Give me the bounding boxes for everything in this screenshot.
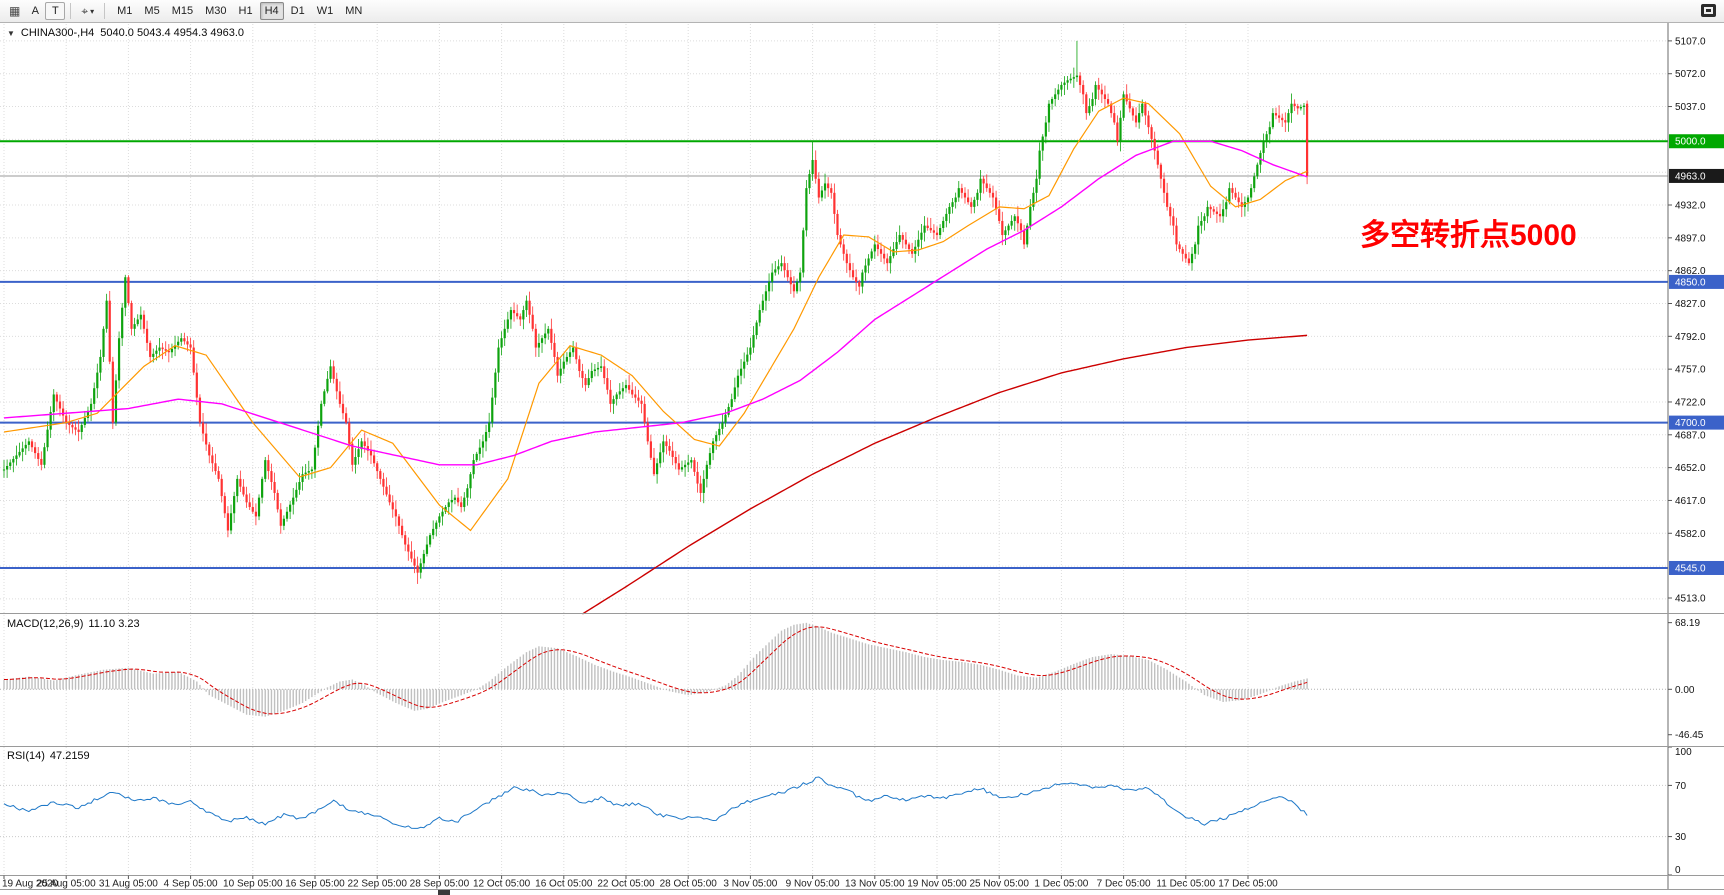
svg-text:31 Aug 05:00: 31 Aug 05:00 <box>99 879 158 890</box>
grid-icon: ▦ <box>9 4 21 18</box>
timeframe-h1-button[interactable]: H1 <box>238 5 253 17</box>
price-axis[interactable]: 5107.0 5072.0 5037.0 4932.0 4897.0 4862.0 4827… <box>1667 23 1724 889</box>
timeframe-m5-button[interactable]: M5 <box>144 5 160 17</box>
svg-text:100: 100 <box>1675 747 1692 758</box>
rsi-label: RSI(14) 47.2159 <box>7 750 90 762</box>
svg-text:4963.0: 4963.0 <box>1675 171 1706 182</box>
chart-list-button[interactable]: ▦ <box>4 2 25 20</box>
svg-text:-46.45: -46.45 <box>1675 730 1704 741</box>
chevron-down-icon: ▾ <box>90 6 95 16</box>
svg-text:3 Nov 05:00: 3 Nov 05:00 <box>723 879 777 890</box>
svg-text:25 Aug 05:00: 25 Aug 05:00 <box>37 879 96 890</box>
timeframe-h4-button[interactable]: H4 <box>259 2 284 20</box>
svg-text:30: 30 <box>1675 832 1687 843</box>
svg-text:16 Oct 05:00: 16 Oct 05:00 <box>535 879 593 890</box>
svg-text:4545.0: 4545.0 <box>1675 563 1706 574</box>
toolbar-separator <box>104 3 106 19</box>
horizontal-level-lines[interactable] <box>0 140 1668 569</box>
macd-panel <box>0 622 1668 717</box>
crosshair-icon: ⌖ <box>81 4 89 18</box>
svg-text:4862.0: 4862.0 <box>1675 266 1706 277</box>
macd-title: MACD(12,26,9) <box>7 618 84 630</box>
timeframe-m1-button[interactable]: M1 <box>117 5 133 17</box>
svg-text:13 Nov 05:00: 13 Nov 05:00 <box>845 879 905 890</box>
text-box-tool-button[interactable]: T <box>45 2 66 20</box>
price-badges: 5000.0 4963.0 4850.0 4700.0 4545.0 <box>1669 134 1724 575</box>
svg-text:28 Sep 05:00: 28 Sep 05:00 <box>410 879 470 890</box>
svg-text:5107.0: 5107.0 <box>1675 36 1706 47</box>
macd-label: MACD(12,26,9) 11.10 3.23 <box>7 618 140 630</box>
svg-text:4700.0: 4700.0 <box>1675 418 1706 429</box>
svg-text:28 Oct 05:00: 28 Oct 05:00 <box>660 879 718 890</box>
svg-text:12 Oct 05:00: 12 Oct 05:00 <box>473 879 531 890</box>
svg-text:5000.0: 5000.0 <box>1675 137 1706 148</box>
macd-values: 11.10 3.23 <box>88 618 140 630</box>
svg-text:19 Aug 2020: 19 Aug 2020 <box>2 879 59 890</box>
svg-text:68.19: 68.19 <box>1675 618 1700 629</box>
rsi-panel <box>0 776 1668 838</box>
svg-text:9 Nov 05:00: 9 Nov 05:00 <box>786 879 840 890</box>
svg-text:4850.0: 4850.0 <box>1675 277 1706 288</box>
window-restore-inner <box>1704 7 1713 14</box>
toolbar-separator <box>70 3 72 19</box>
svg-text:4687.0: 4687.0 <box>1675 430 1706 441</box>
svg-text:4757.0: 4757.0 <box>1675 365 1706 376</box>
svg-text:11 Dec 05:00: 11 Dec 05:00 <box>1156 879 1215 890</box>
svg-text:4617.0: 4617.0 <box>1675 496 1706 507</box>
timeframe-m15-button[interactable]: M15 <box>171 5 194 17</box>
svg-text:22 Sep 05:00: 22 Sep 05:00 <box>347 879 407 890</box>
timeframe-mn-button[interactable]: MN <box>345 5 363 17</box>
svg-text:4932.0: 4932.0 <box>1675 201 1706 212</box>
svg-text:17 Dec 05:00: 17 Dec 05:00 <box>1218 879 1278 890</box>
timeframe-m30-button[interactable]: M30 <box>205 5 227 17</box>
ma-line-fast <box>3 97 1308 532</box>
svg-text:25 Nov 05:00: 25 Nov 05:00 <box>969 879 1029 890</box>
timeframe-toolbar: M1 M5 M15 M30 H1 H4 D1 W1 MN <box>112 2 367 20</box>
cursor-tool-button[interactable]: ⌖ ▾ <box>76 2 99 20</box>
rsi-value: 47.2159 <box>49 750 90 762</box>
svg-text:4722.0: 4722.0 <box>1675 397 1706 408</box>
ma-line-medium <box>3 140 1308 466</box>
svg-text:16 Sep 05:00: 16 Sep 05:00 <box>285 879 345 890</box>
svg-text:4897.0: 4897.0 <box>1675 233 1706 244</box>
svg-text:7 Dec 05:00: 7 Dec 05:00 <box>1097 879 1151 890</box>
svg-text:5037.0: 5037.0 <box>1675 102 1706 113</box>
panel-separators <box>0 613 1724 890</box>
svg-text:22 Oct 05:00: 22 Oct 05:00 <box>597 879 655 890</box>
svg-text:70: 70 <box>1675 781 1687 792</box>
svg-text:4 Sep 05:00: 4 Sep 05:00 <box>164 879 218 890</box>
symbol-dropdown-icon[interactable]: ▼ <box>7 28 15 38</box>
svg-text:0: 0 <box>1675 865 1681 876</box>
svg-text:4582.0: 4582.0 <box>1675 529 1706 540</box>
candles <box>2 40 1309 584</box>
toolbar: ▦ A T ⌖ ▾ M1 M5 M15 M30 H1 H4 D1 W1 MN <box>0 0 1724 23</box>
svg-text:1 Dec 05:00: 1 Dec 05:00 <box>1034 879 1088 890</box>
rsi-title: RSI(14) <box>7 750 45 762</box>
ma-line-slow <box>582 334 1308 615</box>
svg-text:4792.0: 4792.0 <box>1675 332 1706 343</box>
ohlc-values: 5040.0 5043.4 4954.3 4963.0 <box>100 27 245 39</box>
timeframe-d1-button[interactable]: D1 <box>290 5 305 17</box>
svg-text:4513.0: 4513.0 <box>1675 593 1706 604</box>
svg-text:5072.0: 5072.0 <box>1675 69 1706 80</box>
grid-lines <box>0 24 1668 875</box>
svg-text:19 Nov 05:00: 19 Nov 05:00 <box>907 879 967 890</box>
text-label-tool-button[interactable]: A <box>31 5 40 17</box>
svg-text:0.00: 0.00 <box>1675 685 1695 696</box>
symbol-label: CHINA300-,H4 <box>20 27 95 39</box>
svg-text:10 Sep 05:00: 10 Sep 05:00 <box>223 879 283 890</box>
horizontal-scrollbar[interactable] <box>0 890 1724 895</box>
timeframe-w1-button[interactable]: W1 <box>316 5 334 17</box>
chart-title: ▼ CHINA300-,H4 5040.0 5043.4 4954.3 4963… <box>7 27 244 39</box>
chart-annotation-text[interactable]: 多空转折点5000 <box>1360 219 1577 252</box>
svg-text:4827.0: 4827.0 <box>1675 299 1706 310</box>
window-restore-icon[interactable] <box>1701 4 1716 17</box>
svg-text:4652.0: 4652.0 <box>1675 463 1706 474</box>
scrollbar-thumb[interactable] <box>438 890 450 895</box>
